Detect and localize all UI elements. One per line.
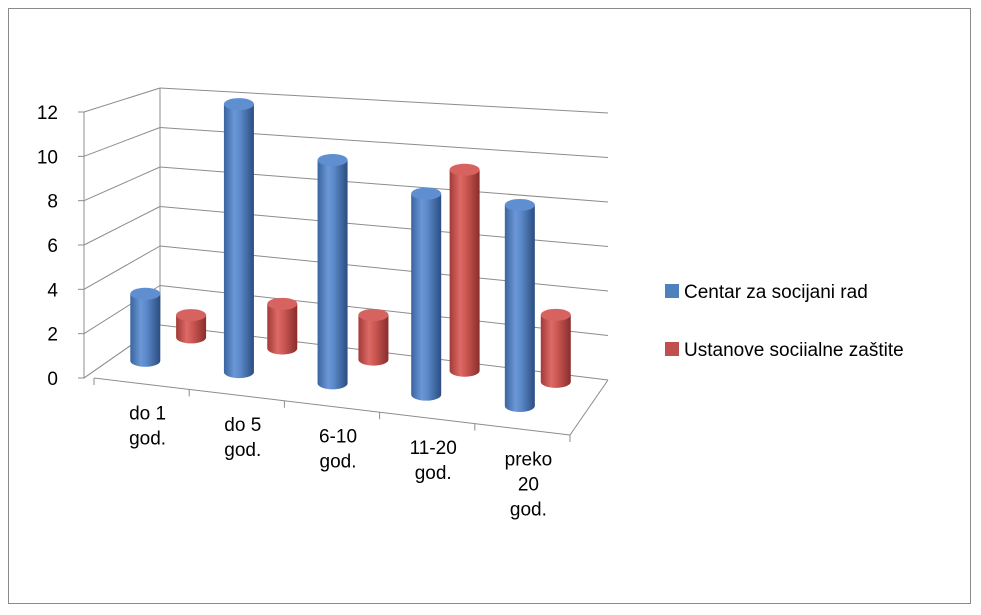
bar-body: [411, 193, 442, 401]
bar-top: [358, 308, 389, 321]
bar-series2-3: [449, 163, 480, 377]
bar-series2-4: [540, 308, 571, 388]
x-category-label: do 1 god.: [129, 404, 166, 450]
y-tick-label: 0: [47, 369, 58, 390]
floor-right-edge: [569, 379, 609, 436]
bar-series1-4: [504, 198, 535, 412]
bar-body: [223, 104, 254, 379]
bar-body: [317, 160, 348, 390]
y-tick-labels: 0 2 4 6 8 10 12: [37, 103, 59, 390]
y-tick-label: 8: [47, 192, 58, 213]
legend-swatch: [665, 342, 679, 356]
bar-top: [130, 287, 161, 300]
bar-top: [223, 98, 254, 111]
gridline-back: [159, 87, 609, 114]
x-category-labels: do 1 god. do 5 god. 6-10 god. 11-20 god. preko 20…: [129, 404, 552, 521]
gridline-side: [83, 87, 161, 113]
bar-body: [540, 314, 571, 388]
y-tick-label: 10: [37, 147, 58, 168]
bar-body: [358, 314, 389, 366]
chart-frame: [8, 8, 971, 604]
bar-series1-2: [317, 154, 348, 390]
bar-top: [504, 198, 535, 211]
legend-label: Centar za socijani rad: [684, 282, 868, 303]
y-tick-label: 4: [47, 280, 58, 301]
legend-label: Ustanove sociialne zaštite: [684, 340, 904, 361]
bar-series1-3: [411, 187, 442, 401]
bar-body: [449, 169, 480, 377]
bar-top: [540, 308, 571, 321]
y-tick-label: 12: [37, 103, 58, 124]
floor-front-edge: [93, 377, 571, 436]
bar-top: [267, 297, 298, 310]
legend-swatch: [665, 284, 679, 298]
legend: Centar za socijani rad Ustanove sociialne…: [665, 282, 904, 361]
bar-series2-0: [176, 309, 207, 344]
gridline-side: [83, 166, 161, 202]
x-category-label: preko 20 god.: [505, 449, 553, 520]
gridline-side: [83, 245, 161, 290]
bar-top: [317, 154, 348, 167]
bar-body: [267, 303, 298, 355]
bar-series2-1: [267, 297, 298, 355]
gridline-side: [83, 206, 161, 246]
bar-body: [504, 204, 535, 412]
x-category-label: do 5 god.: [224, 415, 261, 461]
bar-series1-1: [223, 98, 254, 379]
y-tick-label: 2: [47, 325, 58, 346]
bars: [130, 98, 571, 412]
bar-series2-2: [358, 308, 389, 366]
bar-top: [176, 309, 207, 322]
bar-top: [449, 163, 480, 176]
gridline-side: [83, 127, 161, 157]
x-category-label: 11-20 god.: [410, 438, 457, 484]
bar-top: [411, 187, 442, 200]
bar-series1-0: [130, 287, 161, 367]
bar-body: [176, 315, 207, 344]
x-category-label: 6-10 god.: [319, 427, 357, 473]
y-tick-label: 6: [47, 236, 58, 257]
bar-body: [130, 293, 161, 367]
